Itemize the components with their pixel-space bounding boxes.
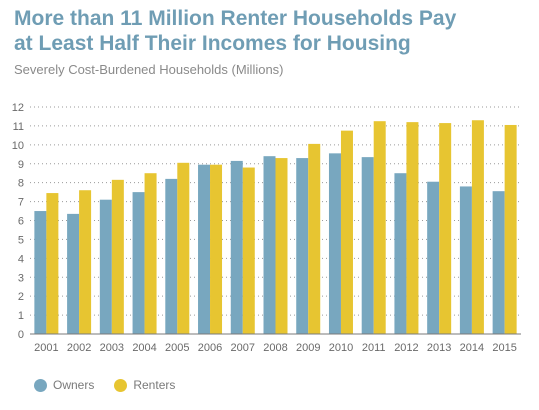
x-tick-label: 2001 — [34, 342, 58, 354]
x-tick-label: 2002 — [67, 342, 91, 354]
bar-owners — [459, 186, 472, 334]
y-tick-label: 9 — [18, 159, 24, 171]
y-tick-label: 5 — [18, 234, 24, 246]
legend: Owners Renters — [34, 378, 195, 392]
bar-renters — [46, 193, 59, 334]
y-tick-label: 3 — [18, 272, 24, 284]
x-tick-label: 2010 — [329, 342, 353, 354]
bar-renters — [210, 164, 223, 334]
bar-owners — [394, 173, 407, 334]
y-tick-label: 6 — [18, 216, 24, 228]
y-tick-label: 11 — [13, 121, 24, 133]
x-tick-label: 2009 — [296, 342, 320, 354]
x-tick-label: 2008 — [263, 342, 287, 354]
bar-owners — [492, 191, 505, 334]
bar-renters — [406, 122, 419, 334]
bar-owners — [34, 211, 47, 334]
y-tick-label: 12 — [12, 102, 24, 114]
bar-owners — [67, 213, 80, 334]
bar-owners — [361, 157, 374, 334]
x-tick-label: 2012 — [394, 342, 418, 354]
bar-renters — [340, 130, 353, 334]
bars — [34, 120, 517, 335]
legend-item-renters: Renters — [114, 378, 175, 392]
bar-renters — [144, 173, 157, 334]
bar-owners — [263, 156, 276, 334]
legend-label-owners: Owners — [53, 378, 95, 392]
bar-renters — [308, 143, 321, 334]
x-tick-label: 2011 — [362, 342, 386, 354]
bar-owners — [99, 199, 112, 334]
chart-title-line-1: More than 11 Million Renter Households P… — [14, 7, 457, 30]
bar-renters — [242, 167, 255, 334]
chart-subtitle: Severely Cost-Burdened Households (Milli… — [14, 62, 284, 77]
x-tick-label: 2014 — [460, 342, 484, 354]
y-tick-label: 2 — [18, 291, 24, 303]
chart-title-line-2: at Least Half Their Incomes for Housing — [14, 32, 411, 55]
x-tick-label: 2015 — [492, 342, 516, 354]
bar-owners — [230, 160, 243, 334]
bar-owners — [165, 178, 178, 334]
bar-renters — [177, 162, 190, 334]
bar-renters — [111, 179, 124, 334]
y-tick-label: 4 — [18, 253, 24, 265]
bar-renters — [504, 124, 517, 335]
bar-owners — [198, 164, 211, 334]
bar-owners — [427, 181, 440, 334]
x-tick-label: 2003 — [100, 342, 124, 354]
x-tick-label: 2007 — [231, 342, 255, 354]
legend-label-renters: Renters — [133, 378, 176, 392]
chart-title: More than 11 Million Renter Households P… — [14, 6, 529, 56]
bar-renters — [373, 121, 386, 334]
bar-renters — [471, 120, 484, 334]
y-tick-label: 8 — [18, 178, 24, 190]
legend-swatch-owners — [34, 378, 47, 392]
y-tick-label: 0 — [18, 329, 24, 341]
y-tick-label: 7 — [18, 197, 24, 209]
x-tick-label: 2004 — [132, 342, 156, 354]
bar-owners — [296, 158, 309, 334]
x-tick-label: 2006 — [198, 342, 222, 354]
bar-renters — [79, 190, 92, 334]
x-tick-label: 2005 — [165, 342, 189, 354]
bar-owners — [132, 192, 145, 334]
x-tick-label: 2013 — [427, 342, 451, 354]
y-tick-label: 10 — [12, 140, 24, 152]
bar-renters — [439, 123, 452, 335]
y-tick-label: 1 — [18, 310, 24, 322]
legend-item-owners: Owners — [34, 378, 94, 392]
legend-swatch-renters — [114, 378, 128, 392]
bar-renters — [275, 158, 288, 334]
bar-owners — [328, 153, 341, 334]
